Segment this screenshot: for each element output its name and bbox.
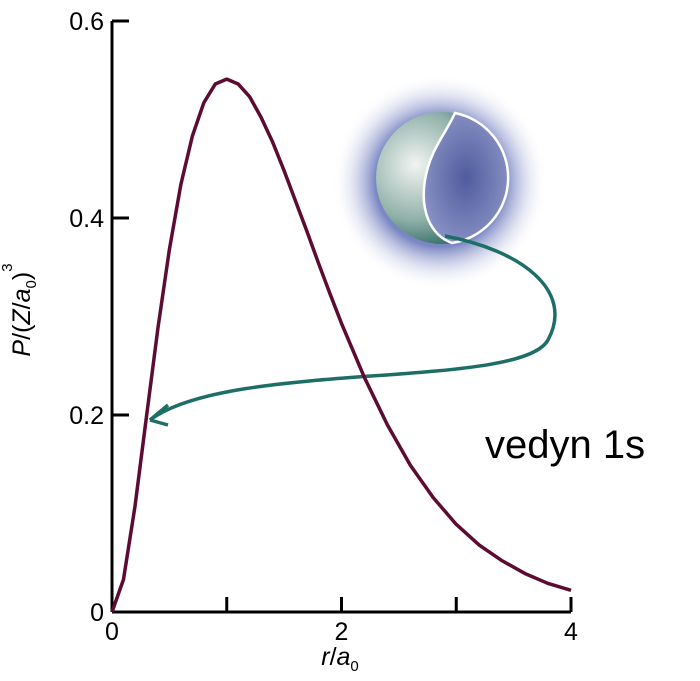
- y-tick-label: 0.2: [69, 402, 104, 430]
- label-part: 0: [23, 280, 40, 288]
- x-axis-label: r/a0: [321, 643, 359, 675]
- label-part: a: [337, 643, 351, 671]
- y-axis-label: P/(Z/a0)3: [0, 263, 40, 356]
- label-part: r: [321, 643, 331, 671]
- y-tick-label: 0.6: [69, 8, 104, 36]
- label-part: 0: [350, 658, 358, 675]
- orbital-illustration: [332, 74, 548, 290]
- label-part: ): [8, 272, 36, 280]
- annotation: vedyn 1s: [485, 423, 645, 467]
- label-part: a: [8, 288, 36, 302]
- data-line: [110, 77, 572, 613]
- label-part: 3: [0, 263, 16, 271]
- label-part: P: [8, 340, 36, 357]
- y-tick-label: 0: [90, 599, 104, 627]
- label-part: /: [330, 643, 337, 671]
- x-tick-label: 4: [564, 618, 578, 646]
- x-tick-label: 0: [105, 618, 119, 646]
- label-part: /(: [8, 324, 36, 340]
- x-tick-label: 2: [335, 618, 349, 646]
- label-part: /: [8, 302, 36, 309]
- y-tick-label: 0.4: [69, 205, 104, 233]
- arrow: [148, 234, 557, 427]
- label-part: Z: [8, 309, 36, 326]
